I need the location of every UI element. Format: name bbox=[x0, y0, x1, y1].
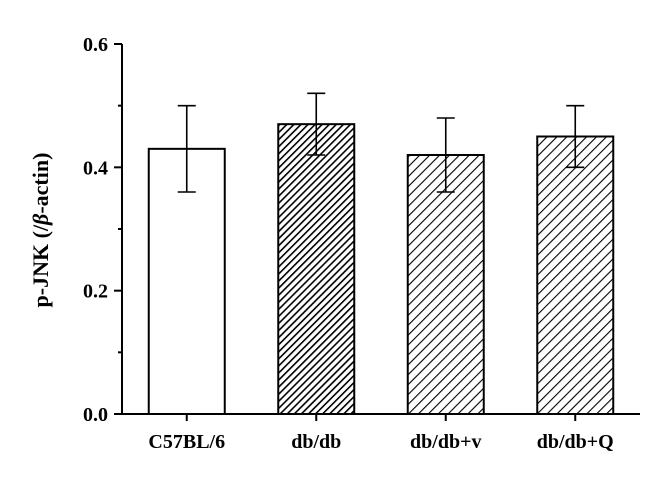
x-axis: C57BL/6 db/db db/db+v db/db+Q bbox=[122, 413, 640, 453]
bar bbox=[147, 147, 226, 415]
y-axis: 0.0 0.2 0.4 0.6 bbox=[83, 34, 123, 426]
x-tick-label: db/db+Q bbox=[537, 431, 614, 453]
x-tick-label: db/db+v bbox=[410, 431, 481, 453]
bar bbox=[277, 123, 356, 416]
bar bbox=[406, 154, 485, 415]
bars bbox=[147, 92, 615, 416]
y-axis-title-part: p-JNK (/ bbox=[28, 224, 53, 307]
y-tick-label: 0.6 bbox=[83, 34, 108, 56]
y-tick-label: 0.0 bbox=[83, 404, 108, 426]
x-tick-label: db/db bbox=[291, 431, 341, 453]
y-axis-title-greek: β bbox=[28, 213, 53, 226]
y-tick-label: 0.2 bbox=[83, 281, 108, 303]
y-axis-title: p-JNK (/β-actin) bbox=[28, 153, 53, 308]
bar bbox=[536, 135, 615, 415]
x-tick-label: C57BL/6 bbox=[148, 431, 225, 453]
y-axis-title-part: -actin) bbox=[28, 153, 53, 214]
y-tick-label: 0.4 bbox=[83, 157, 108, 179]
